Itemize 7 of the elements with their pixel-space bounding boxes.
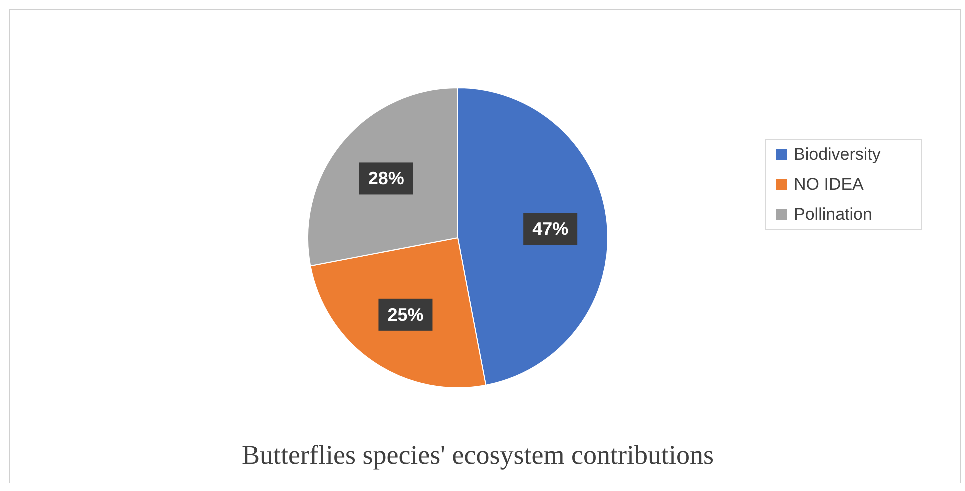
data-label: 28% bbox=[368, 168, 404, 189]
data-label: 25% bbox=[388, 304, 424, 325]
legend-label: Biodiversity bbox=[794, 145, 882, 164]
text: Butterflies species' ecosystem contributions bbox=[242, 440, 714, 470]
legend-label: Pollination bbox=[794, 205, 872, 224]
legend-label: NO IDEA bbox=[794, 175, 865, 194]
data-label: 47% bbox=[532, 219, 569, 240]
